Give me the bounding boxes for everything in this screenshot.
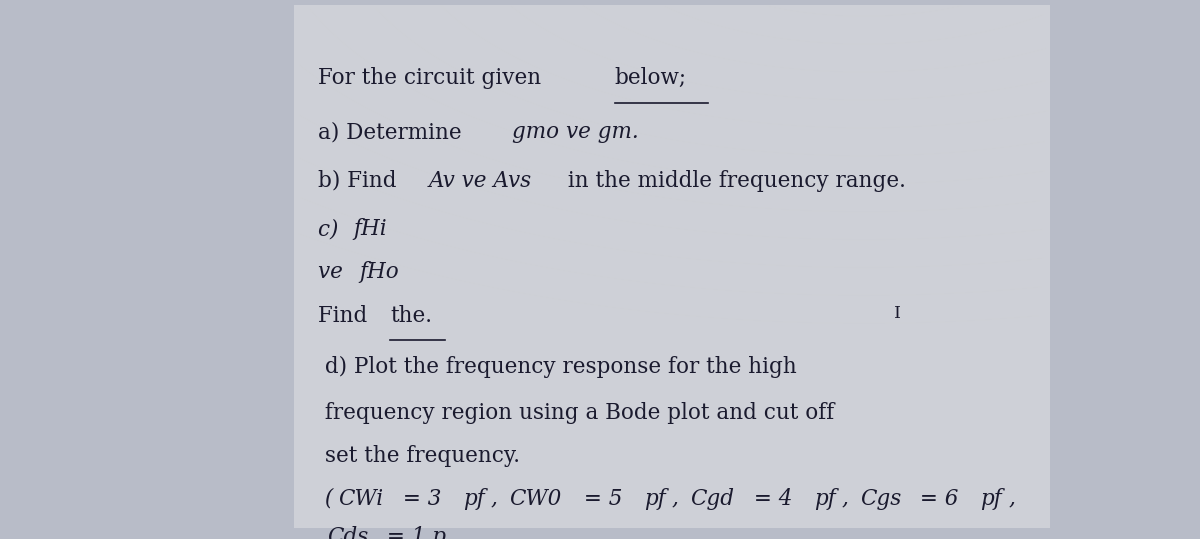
Text: frequency region using a Bode plot and cut off: frequency region using a Bode plot and c… [318, 402, 834, 424]
Text: Find: Find [318, 305, 374, 327]
Text: ,: , [491, 488, 505, 510]
Text: ,: , [1008, 488, 1015, 510]
Text: = 1 p: = 1 p [380, 526, 446, 539]
Text: in the middle frequency range.: in the middle frequency range. [562, 170, 906, 192]
Text: CWi: CWi [337, 488, 383, 510]
Text: d) Plot the frequency response for the high: d) Plot the frequency response for the h… [318, 356, 797, 378]
Text: pf: pf [463, 488, 485, 510]
Text: CW0: CW0 [509, 488, 562, 510]
Text: (: ( [318, 488, 334, 510]
Text: pf: pf [644, 488, 666, 510]
Text: ,: , [842, 488, 856, 510]
Text: b) Find: b) Find [318, 170, 403, 192]
Text: = 4: = 4 [746, 488, 799, 510]
Text: ,: , [672, 488, 685, 510]
Text: c): c) [318, 218, 346, 240]
Text: Cgd: Cgd [690, 488, 733, 510]
FancyBboxPatch shape [294, 5, 1050, 528]
Text: Cgs: Cgs [859, 488, 901, 510]
Text: pf: pf [980, 488, 1002, 510]
Text: For the circuit given: For the circuit given [318, 67, 548, 89]
Text: fHo: fHo [359, 261, 398, 284]
Text: pf: pf [814, 488, 835, 510]
Text: = 6: = 6 [913, 488, 965, 510]
Text: fHi: fHi [353, 218, 386, 240]
Text: set the frequency.: set the frequency. [318, 445, 520, 467]
Text: gmo ve gm.: gmo ve gm. [512, 121, 638, 143]
Text: the.: the. [390, 305, 432, 327]
Text: Av ve Avs: Av ve Avs [428, 170, 532, 192]
Text: = 3: = 3 [396, 488, 448, 510]
Text: below;: below; [614, 67, 686, 89]
Text: ve: ve [318, 261, 349, 284]
Text: Cds: Cds [326, 526, 368, 539]
FancyBboxPatch shape [294, 5, 1050, 528]
Text: = 5: = 5 [576, 488, 629, 510]
Text: a) Determine: a) Determine [318, 121, 468, 143]
Text: I: I [894, 305, 901, 322]
